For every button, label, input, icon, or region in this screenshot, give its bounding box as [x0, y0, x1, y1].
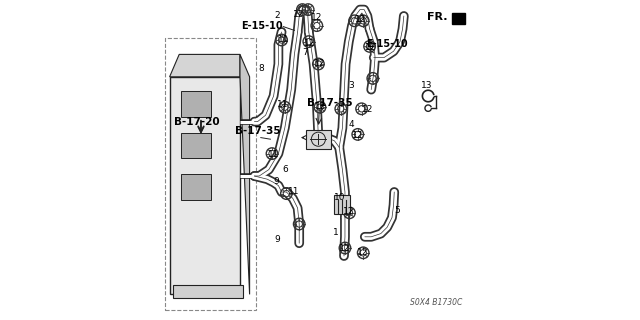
Bar — [334, 195, 349, 214]
Text: 12: 12 — [292, 10, 304, 19]
Text: 3: 3 — [348, 81, 354, 90]
Polygon shape — [170, 54, 240, 77]
Text: 6: 6 — [283, 165, 288, 174]
Text: 13: 13 — [422, 81, 433, 90]
Text: 12: 12 — [314, 60, 326, 68]
Text: 9: 9 — [274, 235, 280, 244]
Text: 12: 12 — [362, 105, 374, 114]
Bar — [307, 130, 331, 149]
Text: 12: 12 — [352, 131, 364, 140]
Text: 4: 4 — [348, 120, 354, 129]
Text: 12: 12 — [365, 43, 376, 52]
Text: E-15-10: E-15-10 — [241, 20, 283, 31]
Text: 11: 11 — [288, 188, 300, 196]
Text: 12: 12 — [343, 207, 355, 216]
Bar — [173, 285, 243, 298]
Text: B-17-20: B-17-20 — [174, 116, 220, 127]
Text: 5: 5 — [394, 206, 399, 215]
FancyBboxPatch shape — [170, 77, 240, 294]
Text: 7: 7 — [303, 48, 308, 57]
Text: 10: 10 — [334, 193, 346, 202]
Text: 11: 11 — [278, 35, 290, 44]
Text: 11: 11 — [278, 100, 289, 109]
Polygon shape — [452, 13, 465, 24]
Text: 12: 12 — [304, 39, 316, 48]
Text: 9: 9 — [273, 177, 278, 186]
Text: 12: 12 — [311, 13, 323, 22]
Text: 12: 12 — [339, 244, 351, 253]
Text: 8: 8 — [258, 64, 264, 73]
Polygon shape — [240, 54, 250, 294]
Text: 12: 12 — [355, 15, 367, 24]
Bar — [181, 133, 211, 158]
Text: S0X4 B1730C: S0X4 B1730C — [410, 298, 462, 307]
Bar — [181, 174, 211, 200]
Text: 1: 1 — [333, 228, 338, 237]
Text: 12: 12 — [357, 248, 368, 257]
Text: 12: 12 — [316, 102, 326, 111]
Text: E-15-10: E-15-10 — [366, 39, 408, 49]
Bar — [181, 91, 211, 117]
Text: FR.: FR. — [428, 12, 448, 22]
Text: B-17-35: B-17-35 — [307, 98, 352, 108]
Text: 11: 11 — [268, 150, 279, 159]
Text: B-17-35: B-17-35 — [236, 126, 281, 136]
Text: 2: 2 — [274, 11, 280, 20]
